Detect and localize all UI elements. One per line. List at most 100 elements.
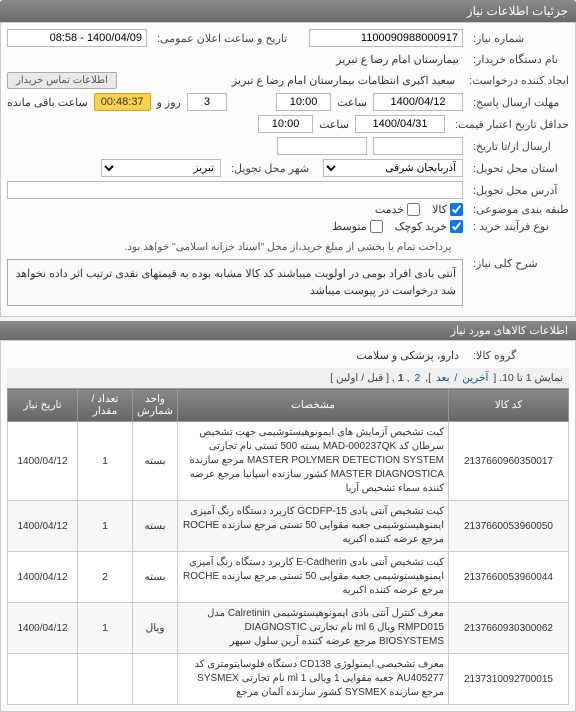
- pagination-first: اولین: [336, 372, 358, 384]
- cell-code: 2137660960350017: [449, 422, 569, 501]
- small-checkbox[interactable]: [450, 220, 463, 233]
- label-medium: متوسط: [332, 220, 367, 233]
- province-select[interactable]: آذربایجان شرقی: [323, 159, 463, 177]
- cell-unit: بسته: [133, 501, 178, 552]
- cell-date: 1400/04/12: [8, 422, 78, 501]
- service-checkbox-item[interactable]: خدمت: [375, 203, 420, 216]
- pagination-next-link[interactable]: بعد: [436, 372, 450, 384]
- goods-checkbox-item[interactable]: کالا: [432, 203, 463, 216]
- label-service: خدمت: [375, 203, 404, 216]
- send-from-input[interactable]: [373, 137, 463, 155]
- pagination-page1: 1: [398, 372, 404, 384]
- buyer-org-value: بیمارستان امام رضا ع تبریز: [332, 51, 463, 68]
- items-header: اطلاعات کالاهای مورد نیاز: [0, 321, 576, 340]
- label-hr2: ساعت: [319, 118, 349, 131]
- cell-code: 2137660053960044: [449, 552, 569, 603]
- deadline-date-input[interactable]: [373, 93, 463, 111]
- cell-date: [8, 654, 78, 705]
- label-budget-cat: طبقه بندی موضوعی:: [469, 203, 569, 216]
- cell-desc: کیت تشخیص آنتی بادی GCDFP-15 کاربرد دستگ…: [177, 501, 448, 552]
- cell-desc: معرف تشخیصی ایمنولوژی CD138 دستگاه فلوسا…: [177, 654, 448, 705]
- announce-dt-input[interactable]: [7, 29, 147, 47]
- th-qty: تعداد / مقدار: [78, 389, 133, 422]
- pagination-br-close: ],: [425, 372, 431, 384]
- pagination: نمایش 1 تا 10. [ آخرین / بعد ], 2 , 1 , …: [7, 368, 569, 388]
- label-buyer-org: نام دستگاه خریدار:: [469, 53, 569, 66]
- label-goods-group: گروه کالا:: [469, 349, 569, 362]
- service-checkbox[interactable]: [407, 203, 420, 216]
- table-row[interactable]: 2137660053960050کیت تشخیص آنتی بادی GCDF…: [8, 501, 569, 552]
- items-section: گروه کالا: دارو، پزشکی و سلامت نمایش 1 ت…: [0, 340, 576, 712]
- goods-group-value: دارو، پزشکی و سلامت: [352, 347, 463, 364]
- price-validity-date-input[interactable]: [355, 115, 445, 133]
- cell-unit: ویال: [133, 603, 178, 654]
- cell-date: 1400/04/12: [8, 501, 78, 552]
- form-section: شماره نیاز: تاریخ و ساعت اعلان عمومی: نا…: [0, 22, 576, 317]
- pagination-prev: قبل: [367, 372, 383, 384]
- cell-qty: 1: [78, 422, 133, 501]
- pagination-sep2: /: [361, 372, 364, 384]
- price-validity-hr-input[interactable]: [258, 115, 313, 133]
- cell-code: 2137660053960050: [449, 501, 569, 552]
- medium-checkbox[interactable]: [370, 220, 383, 233]
- remaining-days-input[interactable]: [187, 93, 227, 111]
- label-small: خرید کوچک: [395, 220, 447, 233]
- medium-checkbox-item[interactable]: متوسط: [332, 220, 383, 233]
- pagination-page2-link[interactable]: 2: [414, 372, 420, 384]
- need-no-input[interactable]: [309, 29, 463, 47]
- table-row[interactable]: 2137660960350017کیت تشخیص آزمایش های ایم…: [8, 422, 569, 501]
- payment-note: پرداخت تمام یا بخشی از مبلغ خرید،از محل …: [7, 237, 569, 257]
- label-address: آدرس محل تحویل:: [469, 184, 569, 197]
- th-code: کد کالا: [449, 389, 569, 422]
- description-box: آنتی بادی افراد بومی در اولویت میباشند ک…: [7, 259, 463, 306]
- requester-value: سعید اکبری انتظامات بیمارستان امام رضا ع…: [123, 72, 459, 89]
- label-need-title: شرح کلی نیاز:: [469, 257, 569, 270]
- label-price-validity: حداقل تاریخ اعتبار قیمت:: [451, 118, 569, 131]
- cell-qty: [78, 654, 133, 705]
- cell-unit: بسته: [133, 552, 178, 603]
- cell-unit: بسته: [133, 422, 178, 501]
- label-city: شهر محل تحویل:: [227, 162, 317, 175]
- label-hr1: ساعت: [337, 96, 367, 109]
- pagination-last-link[interactable]: آخرین: [462, 372, 488, 384]
- label-remaining: ساعت باقی مانده: [7, 96, 88, 109]
- send-to-input[interactable]: [277, 137, 367, 155]
- cell-date: 1400/04/12: [8, 552, 78, 603]
- table-header-row: کد کالا مشخصات واحد شمارش تعداد / مقدار …: [8, 389, 569, 422]
- goods-checkbox[interactable]: [450, 203, 463, 216]
- table-row[interactable]: 2137660053960044کیت تشخیص آنتی بادی E-Ca…: [8, 552, 569, 603]
- th-date: تاریخ نیاز: [8, 389, 78, 422]
- table-row[interactable]: 2137310092700015معرف تشخیصی ایمنولوژی CD…: [8, 654, 569, 705]
- cell-unit: [133, 654, 178, 705]
- contact-button[interactable]: اطلاعات تماس خریدار: [7, 72, 117, 89]
- city-select[interactable]: تبریز: [101, 159, 221, 177]
- remaining-timer: 00:48:37: [94, 93, 151, 111]
- cell-date: 1400/04/12: [8, 603, 78, 654]
- pagination-prefix: نمایش 1 تا 10.: [499, 372, 563, 384]
- main-header: جزئیات اطلاعات نیاز: [0, 0, 576, 22]
- label-province: استان محل تحویل:: [469, 162, 569, 175]
- label-goods: کالا: [432, 203, 447, 216]
- cell-qty: 1: [78, 603, 133, 654]
- label-announce-dt: تاریخ و ساعت اعلان عمومی:: [153, 32, 303, 45]
- address-input[interactable]: [7, 181, 463, 199]
- th-unit: واحد شمارش: [133, 389, 178, 422]
- th-desc: مشخصات: [177, 389, 448, 422]
- items-table: کد کالا مشخصات واحد شمارش تعداد / مقدار …: [7, 388, 569, 705]
- cell-desc: معرف کنترل آنتی بادی ایمونوهیستوشیمی Cal…: [177, 603, 448, 654]
- label-need-no: شماره نیاز:: [469, 32, 569, 45]
- pagination-br2-open: , [: [386, 372, 395, 384]
- table-row[interactable]: 2137660930300062معرف کنترل آنتی بادی ایم…: [8, 603, 569, 654]
- cell-code: 2137660930300062: [449, 603, 569, 654]
- cell-qty: 2: [78, 552, 133, 603]
- cell-desc: کیت تشخیص آزمایش های ایمونوهیستوشیمی جهت…: [177, 422, 448, 501]
- cell-desc: کیت تشخیص آنتی بادی E-Cadherin کاربرد دس…: [177, 552, 448, 603]
- deadline-hr-input[interactable]: [276, 93, 331, 111]
- small-checkbox-item[interactable]: خرید کوچک: [395, 220, 463, 233]
- pagination-br2-close: ]: [330, 372, 333, 384]
- pagination-sep1: /: [454, 372, 457, 384]
- cell-qty: 1: [78, 501, 133, 552]
- pagination-br-open: [: [493, 372, 496, 384]
- label-requester: ایجاد کننده درخواست:: [465, 74, 569, 87]
- label-send-from-to: ارسال از/تا تاریخ:: [469, 140, 569, 153]
